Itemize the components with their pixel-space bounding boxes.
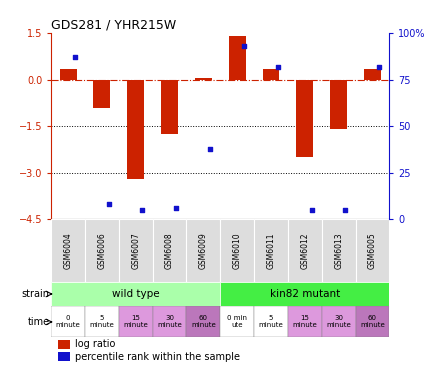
Text: kin82 mutant: kin82 mutant xyxy=(270,289,340,299)
Bar xyxy=(161,79,178,134)
Point xyxy=(308,207,315,213)
Text: 0
minute: 0 minute xyxy=(56,315,81,328)
Bar xyxy=(288,219,322,281)
Text: 30
minute: 30 minute xyxy=(326,315,351,328)
Text: 60
minute: 60 minute xyxy=(360,315,385,328)
Bar xyxy=(51,306,85,337)
Bar xyxy=(229,36,246,79)
Text: GSM6004: GSM6004 xyxy=(64,232,73,269)
Bar xyxy=(220,306,254,337)
Text: GSM6008: GSM6008 xyxy=(165,232,174,269)
Bar xyxy=(263,69,279,79)
Text: strain: strain xyxy=(21,289,49,299)
Bar xyxy=(85,306,119,337)
Point xyxy=(139,207,146,213)
Bar xyxy=(364,69,381,79)
Point xyxy=(71,54,78,60)
Bar xyxy=(220,219,254,281)
Bar xyxy=(51,219,85,281)
Bar xyxy=(119,219,153,281)
Text: 5
minute: 5 minute xyxy=(259,315,283,328)
Bar xyxy=(127,79,144,179)
Text: log ratio: log ratio xyxy=(75,339,115,349)
Point xyxy=(206,146,214,152)
Point xyxy=(342,207,349,213)
Bar xyxy=(119,306,153,337)
Bar xyxy=(330,79,347,129)
Text: GSM6005: GSM6005 xyxy=(368,232,377,269)
Text: percentile rank within the sample: percentile rank within the sample xyxy=(75,352,240,362)
Text: 15
minute: 15 minute xyxy=(292,315,317,328)
Bar xyxy=(186,219,220,281)
Point xyxy=(173,205,180,211)
Bar xyxy=(60,69,77,79)
Bar xyxy=(356,306,389,337)
Bar xyxy=(58,340,70,349)
Text: 0 min
ute: 0 min ute xyxy=(227,315,247,328)
Text: GSM6013: GSM6013 xyxy=(334,232,343,269)
Text: GSM6011: GSM6011 xyxy=(267,232,275,269)
Bar xyxy=(288,306,322,337)
Bar xyxy=(220,281,389,306)
Bar xyxy=(153,306,186,337)
Bar xyxy=(254,219,288,281)
Bar xyxy=(85,219,119,281)
Text: time: time xyxy=(27,317,49,327)
Text: GSM6012: GSM6012 xyxy=(300,232,309,269)
Bar xyxy=(356,219,389,281)
Text: GSM6007: GSM6007 xyxy=(131,232,140,269)
Point xyxy=(240,43,247,49)
Text: GDS281 / YHR215W: GDS281 / YHR215W xyxy=(51,19,176,32)
Bar xyxy=(186,306,220,337)
Point xyxy=(274,64,281,70)
Bar xyxy=(195,78,212,79)
Text: GSM6006: GSM6006 xyxy=(97,232,106,269)
Point xyxy=(105,202,112,208)
Bar xyxy=(322,219,356,281)
Bar xyxy=(58,352,70,361)
Point xyxy=(376,64,383,70)
Bar xyxy=(93,79,110,108)
Bar xyxy=(153,219,186,281)
Text: 15
minute: 15 minute xyxy=(123,315,148,328)
Bar xyxy=(254,306,288,337)
Bar xyxy=(296,79,313,157)
Text: GSM6009: GSM6009 xyxy=(199,232,208,269)
Text: wild type: wild type xyxy=(112,289,160,299)
Text: GSM6010: GSM6010 xyxy=(233,232,242,269)
Text: 60
minute: 60 minute xyxy=(191,315,216,328)
Bar xyxy=(322,306,356,337)
Bar xyxy=(51,281,220,306)
Text: 30
minute: 30 minute xyxy=(157,315,182,328)
Text: 5
minute: 5 minute xyxy=(89,315,114,328)
